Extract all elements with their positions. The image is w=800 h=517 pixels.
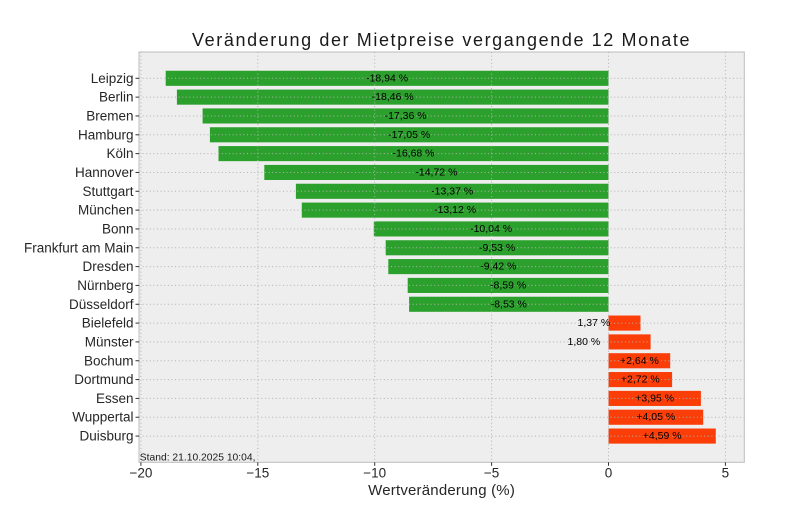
svg-text:1,37 %: 1,37 %: [577, 317, 610, 329]
svg-text:0: 0: [605, 465, 613, 480]
svg-text:Stand: 21.10.2025 10:04,: Stand: 21.10.2025 10:04,: [140, 453, 256, 464]
svg-text:-10,04 %: -10,04 %: [470, 223, 512, 235]
svg-text:Düsseldorf: Düsseldorf: [69, 297, 134, 312]
svg-text:-18,46 %: -18,46 %: [372, 91, 414, 103]
svg-text:Wertveränderung (%): Wertveränderung (%): [368, 482, 515, 499]
svg-text:Berlin: Berlin: [99, 90, 134, 105]
svg-text:Münster: Münster: [85, 334, 134, 349]
svg-text:Bochum: Bochum: [84, 353, 134, 368]
svg-text:Frankfurt am Main: Frankfurt am Main: [24, 240, 134, 255]
svg-text:-17,36 %: -17,36 %: [385, 110, 427, 122]
svg-text:−20: −20: [129, 465, 152, 480]
svg-text:Bremen: Bremen: [86, 108, 133, 123]
svg-text:−10: −10: [363, 465, 386, 480]
svg-text:Köln: Köln: [106, 146, 133, 161]
svg-text:-16,68 %: -16,68 %: [392, 148, 434, 160]
svg-text:Nürnberg: Nürnberg: [77, 278, 133, 293]
svg-text:Bielefeld: Bielefeld: [82, 316, 134, 331]
svg-text:Wuppertal: Wuppertal: [72, 410, 133, 425]
svg-text:+2,64 %: +2,64 %: [620, 355, 659, 367]
svg-text:Duisburg: Duisburg: [79, 429, 133, 444]
svg-text:-13,12 %: -13,12 %: [434, 204, 476, 216]
svg-text:-13,37 %: -13,37 %: [431, 185, 473, 197]
svg-text:−15: −15: [246, 465, 269, 480]
svg-text:Bonn: Bonn: [102, 221, 134, 236]
svg-text:Essen: Essen: [96, 391, 134, 406]
svg-text:+4,05 %: +4,05 %: [636, 411, 675, 423]
svg-text:-8,59 %: -8,59 %: [490, 279, 526, 291]
svg-text:+4,59 %: +4,59 %: [643, 430, 682, 442]
svg-text:-14,72 %: -14,72 %: [415, 166, 457, 178]
svg-text:-17,05 %: -17,05 %: [388, 129, 430, 141]
svg-text:Hamburg: Hamburg: [78, 127, 134, 142]
svg-text:1,80 %: 1,80 %: [567, 336, 600, 348]
svg-text:Dresden: Dresden: [82, 259, 133, 274]
svg-text:+3,95 %: +3,95 %: [635, 392, 674, 404]
svg-text:-8,53 %: -8,53 %: [491, 298, 527, 310]
svg-text:München: München: [78, 203, 134, 218]
svg-text:−5: −5: [484, 465, 499, 480]
svg-text:-9,53 %: -9,53 %: [479, 242, 515, 254]
svg-text:+2,72 %: +2,72 %: [621, 374, 660, 386]
svg-text:Stuttgart: Stuttgart: [82, 184, 133, 199]
svg-text:Veränderung der Mietpreise ver: Veränderung der Mietpreise vergangende 1…: [192, 30, 691, 50]
svg-text:Hannover: Hannover: [75, 165, 134, 180]
svg-text:Dortmund: Dortmund: [74, 372, 133, 387]
svg-text:-9,42 %: -9,42 %: [480, 261, 516, 273]
svg-text:Leipzig: Leipzig: [91, 71, 134, 86]
svg-text:5: 5: [722, 465, 730, 480]
svg-text:-18,94 %: -18,94 %: [366, 72, 408, 84]
